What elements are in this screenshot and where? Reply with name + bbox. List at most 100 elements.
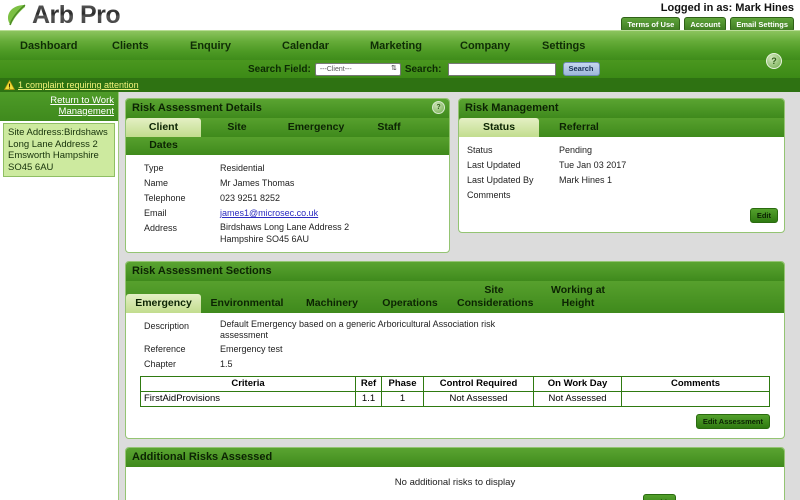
return-to-work-link[interactable]: Return to Work Management	[50, 95, 114, 117]
search-field-select[interactable]: ---Client--- ⇅	[314, 62, 401, 76]
main-navigation: Dashboard Clients Enquiry Calendar Marke…	[0, 30, 800, 69]
nav-item-marketing[interactable]: Marketing	[370, 39, 422, 52]
tab-dates[interactable]: Dates	[149, 139, 178, 151]
brand-logo[interactable]: Arb Pro	[0, 1, 121, 29]
logged-in-label: Logged in as: Mark Hines	[660, 2, 794, 14]
nav-item-dashboard[interactable]: Dashboard	[20, 39, 78, 52]
nav-item-calendar[interactable]: Calendar	[282, 39, 330, 52]
nav-item-enquiry[interactable]: Enquiry	[190, 39, 231, 52]
cell-on-work-day: Not Assessed	[533, 391, 622, 407]
cell-phase: 1	[381, 391, 424, 407]
risk-sections-tabs: Emergency Environmental Machinery Operat…	[126, 281, 784, 313]
add-button[interactable]: Add	[643, 494, 676, 500]
rm-field-status: Status Pending	[459, 143, 784, 158]
cell-control-required: Not Assessed	[423, 391, 534, 407]
section-description-value: Default Emergency based on a generic Arb…	[220, 319, 496, 340]
email-link[interactable]: james1@microsec.co.uk	[220, 208, 319, 218]
tab-referral[interactable]: Referral	[559, 121, 599, 133]
nav-item-clients[interactable]: Clients	[112, 39, 149, 52]
sidebar: Return to Work Management Site Address:B…	[0, 92, 119, 500]
cell-ref: 1.1	[355, 391, 382, 407]
col-on-work-day: On Work Day	[533, 376, 622, 392]
tab-operations[interactable]: Operations	[382, 297, 438, 309]
table-header-row: Criteria Ref Phase Control Required On W…	[140, 376, 770, 392]
section-reference-value: Emergency test	[220, 344, 283, 354]
tab-emergency-section[interactable]: Emergency	[126, 294, 201, 313]
field-address-label: Address	[144, 223, 178, 233]
page-body: Return to Work Management Site Address:B…	[0, 92, 800, 500]
edit-button[interactable]: Edit	[749, 208, 778, 223]
section-reference-label: Reference	[144, 344, 186, 354]
risk-management-tabs: Status Referral	[459, 118, 784, 137]
field-name: Name Mr James Thomas	[126, 176, 449, 191]
risk-sections-actions: Edit Assessment	[126, 407, 784, 432]
tab-machinery[interactable]: Machinery	[306, 297, 358, 309]
section-field-description: Description Default Emergency based on a…	[126, 319, 784, 342]
risk-details-tabs: Client Site Emergency Staff	[126, 118, 449, 137]
section-chapter-value: 1.5	[220, 359, 233, 369]
tab-status[interactable]: Status	[459, 118, 539, 137]
search-button[interactable]: Search	[562, 62, 600, 76]
additional-risks-body: No additional risks to display Add	[126, 467, 784, 500]
panel-help-icon[interactable]: ?	[432, 101, 445, 114]
rm-status-label: Status	[467, 145, 493, 155]
search-field-value: ---Client---	[319, 65, 352, 73]
search-label: Search:	[404, 63, 442, 75]
field-telephone-label: Telephone	[144, 193, 186, 203]
risk-sections-title-text: Risk Assessment Sections	[132, 265, 272, 277]
help-icon[interactable]: ?	[766, 53, 782, 69]
criteria-table-wrap: Criteria Ref Phase Control Required On W…	[126, 372, 784, 407]
rm-comments-label: Comments	[467, 190, 511, 200]
table-row[interactable]: FirstAidProvisions 1.1 1 Not Assessed No…	[140, 391, 770, 407]
risk-assessment-sections-panel: Risk Assessment Sections Emergency Envir…	[125, 261, 785, 439]
edit-assessment-button[interactable]: Edit Assessment	[695, 414, 770, 429]
field-name-value: Mr James Thomas	[220, 178, 295, 188]
section-chapter-label: Chapter	[144, 359, 177, 369]
leaf-icon	[6, 3, 28, 27]
cell-comments	[621, 391, 770, 407]
field-address: Address Birdshaws Long Lane Address 2 Ha…	[126, 221, 449, 246]
additional-risks-actions: Add	[126, 490, 784, 500]
rm-field-comments: Comments	[459, 188, 784, 203]
col-comments: Comments	[621, 376, 770, 392]
site-address-box: Site Address:Birdshaws Long Lane Address…	[3, 123, 115, 177]
warning-icon	[4, 80, 15, 90]
rm-field-last-updated: Last Updated Tue Jan 03 2017	[459, 158, 784, 173]
additional-risks-panel: Additional Risks Assessed No additional …	[125, 447, 785, 500]
tab-environmental[interactable]: Environmental	[210, 297, 284, 309]
additional-risks-empty-message: No additional risks to display	[394, 477, 516, 488]
return-to-work-panel: Return to Work Management	[0, 92, 118, 121]
nav-item-settings[interactable]: Settings	[542, 39, 586, 52]
field-type: Type Residential	[126, 161, 449, 176]
risk-management-actions: Edit	[459, 203, 784, 226]
account-button[interactable]: Account	[684, 17, 727, 32]
criteria-table: Criteria Ref Phase Control Required On W…	[140, 376, 770, 407]
risk-details-body: Type Residential Name Mr James Thomas Te…	[126, 155, 449, 252]
chevron-updown-icon: ⇅	[390, 65, 397, 72]
tab-client[interactable]: Client	[126, 118, 201, 137]
account-links: Terms of Use Account Email Settings	[621, 17, 794, 32]
risk-management-panel: Risk Management Status Referral Status P…	[458, 98, 785, 233]
tab-site[interactable]: Site	[227, 121, 247, 133]
rm-comments-value	[559, 188, 784, 202]
search-input[interactable]	[447, 62, 556, 76]
section-field-reference: Reference Emergency test	[126, 342, 784, 357]
tab-staff[interactable]: Staff	[377, 121, 401, 133]
tab-emergency[interactable]: Emergency	[287, 121, 345, 133]
rm-last-updated-value: Tue Jan 03 2017	[559, 160, 627, 170]
field-address-value: Birdshaws Long Lane Address 2 Hampshire …	[220, 222, 350, 244]
col-phase: Phase	[381, 376, 424, 392]
additional-risks-title-text: Additional Risks Assessed	[132, 451, 273, 463]
field-type-value: Residential	[220, 163, 265, 173]
col-control-required: Control Required	[423, 376, 534, 392]
field-telephone: Telephone 023 9251 8252	[126, 191, 449, 206]
complaint-alert-link[interactable]: 1 complaint requiring attention	[18, 80, 139, 90]
rm-last-updated-by-value: Mark Hines 1	[559, 175, 613, 185]
brand-name: Arb Pro	[32, 1, 121, 29]
section-description-label: Description	[144, 321, 190, 331]
col-ref: Ref	[355, 376, 382, 392]
tab-site-considerations[interactable]: Site Considerations	[457, 284, 534, 309]
alert-strip: 1 complaint requiring attention	[0, 78, 800, 92]
tab-working-at-height[interactable]: Working at Height	[550, 284, 606, 309]
nav-item-company[interactable]: Company	[460, 39, 511, 52]
